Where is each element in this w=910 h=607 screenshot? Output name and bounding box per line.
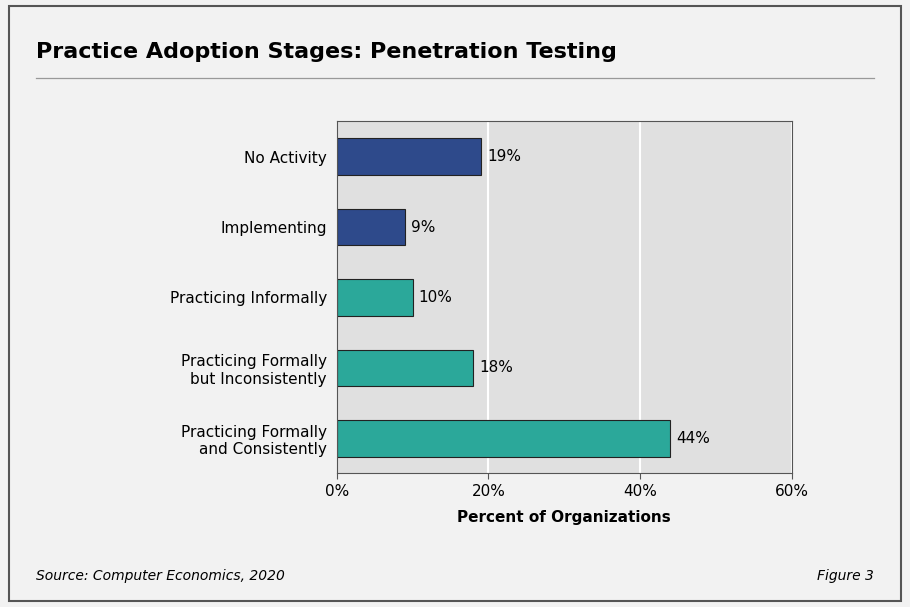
Text: 9%: 9% bbox=[411, 220, 435, 234]
Text: Practice Adoption Stages: Penetration Testing: Practice Adoption Stages: Penetration Te… bbox=[36, 42, 617, 63]
Text: 44%: 44% bbox=[676, 431, 711, 446]
Text: Figure 3: Figure 3 bbox=[817, 569, 874, 583]
Bar bbox=[337, 138, 480, 175]
Text: 19%: 19% bbox=[487, 149, 521, 164]
Bar bbox=[337, 420, 671, 456]
Text: 10%: 10% bbox=[419, 290, 452, 305]
Bar bbox=[337, 209, 405, 245]
Text: 18%: 18% bbox=[480, 361, 513, 375]
X-axis label: Percent of Organizations: Percent of Organizations bbox=[458, 510, 671, 525]
Text: Source: Computer Economics, 2020: Source: Computer Economics, 2020 bbox=[36, 569, 285, 583]
Bar bbox=[337, 350, 473, 386]
Bar bbox=[337, 279, 412, 316]
